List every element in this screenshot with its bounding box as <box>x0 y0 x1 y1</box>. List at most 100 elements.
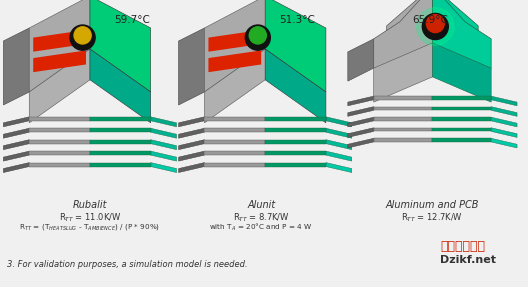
Polygon shape <box>326 128 352 138</box>
Polygon shape <box>348 96 374 106</box>
Polygon shape <box>204 117 265 121</box>
Circle shape <box>70 25 95 50</box>
Polygon shape <box>178 28 204 105</box>
Polygon shape <box>90 117 150 121</box>
Polygon shape <box>432 43 491 102</box>
Polygon shape <box>3 151 29 161</box>
Polygon shape <box>150 117 176 127</box>
Polygon shape <box>178 128 204 138</box>
Polygon shape <box>90 162 150 166</box>
Polygon shape <box>432 0 478 81</box>
Polygon shape <box>386 0 432 81</box>
Polygon shape <box>29 151 90 155</box>
Polygon shape <box>3 140 29 150</box>
Polygon shape <box>374 128 432 131</box>
Polygon shape <box>374 107 432 110</box>
Polygon shape <box>265 140 326 144</box>
Polygon shape <box>348 39 374 81</box>
Polygon shape <box>374 43 432 102</box>
Polygon shape <box>204 151 265 155</box>
Polygon shape <box>348 107 374 116</box>
Polygon shape <box>432 128 491 131</box>
Polygon shape <box>204 0 265 92</box>
Polygon shape <box>265 162 326 166</box>
Polygon shape <box>204 140 265 144</box>
Polygon shape <box>3 162 29 172</box>
Polygon shape <box>432 138 491 142</box>
Polygon shape <box>432 96 491 100</box>
Text: with T$_A$ = 20°C and P = 4 W: with T$_A$ = 20°C and P = 4 W <box>210 222 313 233</box>
Text: 59.7°C: 59.7°C <box>114 15 150 25</box>
Polygon shape <box>90 128 150 132</box>
Polygon shape <box>178 117 204 127</box>
Polygon shape <box>3 28 29 105</box>
Polygon shape <box>90 151 150 155</box>
Polygon shape <box>90 140 150 144</box>
Polygon shape <box>29 140 90 144</box>
Polygon shape <box>29 128 90 132</box>
Polygon shape <box>209 51 261 72</box>
Polygon shape <box>348 128 374 137</box>
Circle shape <box>427 15 444 33</box>
Polygon shape <box>178 151 204 161</box>
Polygon shape <box>33 30 86 52</box>
Polygon shape <box>265 49 326 123</box>
Polygon shape <box>29 162 90 166</box>
Polygon shape <box>29 0 90 92</box>
Polygon shape <box>265 151 326 155</box>
Circle shape <box>246 25 270 50</box>
Polygon shape <box>374 96 432 100</box>
Polygon shape <box>432 117 491 121</box>
Polygon shape <box>348 138 374 148</box>
Polygon shape <box>432 107 491 110</box>
Text: 电子开发社区: 电子开发社区 <box>440 240 485 253</box>
Polygon shape <box>90 0 150 92</box>
Polygon shape <box>150 128 176 138</box>
Circle shape <box>422 13 448 40</box>
Circle shape <box>249 27 266 44</box>
Polygon shape <box>150 151 176 161</box>
Polygon shape <box>178 140 204 150</box>
Text: Rubalit: Rubalit <box>73 200 107 210</box>
Polygon shape <box>491 138 517 148</box>
Text: R$_{TT}$ = 8.7K/W: R$_{TT}$ = 8.7K/W <box>233 212 289 224</box>
Text: R$_{TT}$ = 11.0K/W: R$_{TT}$ = 11.0K/W <box>59 212 121 224</box>
Polygon shape <box>374 138 432 142</box>
Polygon shape <box>326 151 352 161</box>
Polygon shape <box>204 128 265 132</box>
Polygon shape <box>491 96 517 106</box>
Text: Aluminum and PCB: Aluminum and PCB <box>385 200 479 210</box>
Polygon shape <box>90 49 150 123</box>
Text: Alunit: Alunit <box>247 200 275 210</box>
Polygon shape <box>491 117 517 127</box>
Polygon shape <box>265 0 326 92</box>
Polygon shape <box>374 117 432 121</box>
Polygon shape <box>178 162 204 172</box>
Polygon shape <box>491 128 517 137</box>
Polygon shape <box>265 117 326 121</box>
Text: R$_{TT}$ = 12.7K/W: R$_{TT}$ = 12.7K/W <box>401 212 464 224</box>
Text: 3. For validation purposes, a simulation model is needed.: 3. For validation purposes, a simulation… <box>7 260 248 269</box>
Text: 51.3°C: 51.3°C <box>279 15 315 25</box>
Polygon shape <box>29 49 90 123</box>
Polygon shape <box>33 51 86 72</box>
Polygon shape <box>326 140 352 150</box>
Polygon shape <box>209 30 261 52</box>
Polygon shape <box>3 128 29 138</box>
Text: Dzikf.net: Dzikf.net <box>440 255 496 265</box>
Polygon shape <box>491 107 517 116</box>
Polygon shape <box>265 128 326 132</box>
Polygon shape <box>150 140 176 150</box>
Polygon shape <box>326 162 352 172</box>
Polygon shape <box>432 0 491 85</box>
Polygon shape <box>348 117 374 127</box>
Polygon shape <box>150 162 176 172</box>
Text: 65.9°C: 65.9°C <box>412 15 448 25</box>
Polygon shape <box>29 117 90 121</box>
Polygon shape <box>326 117 352 127</box>
Circle shape <box>74 27 91 44</box>
Polygon shape <box>204 162 265 166</box>
Polygon shape <box>3 117 29 127</box>
Polygon shape <box>204 49 265 123</box>
Circle shape <box>417 8 454 45</box>
